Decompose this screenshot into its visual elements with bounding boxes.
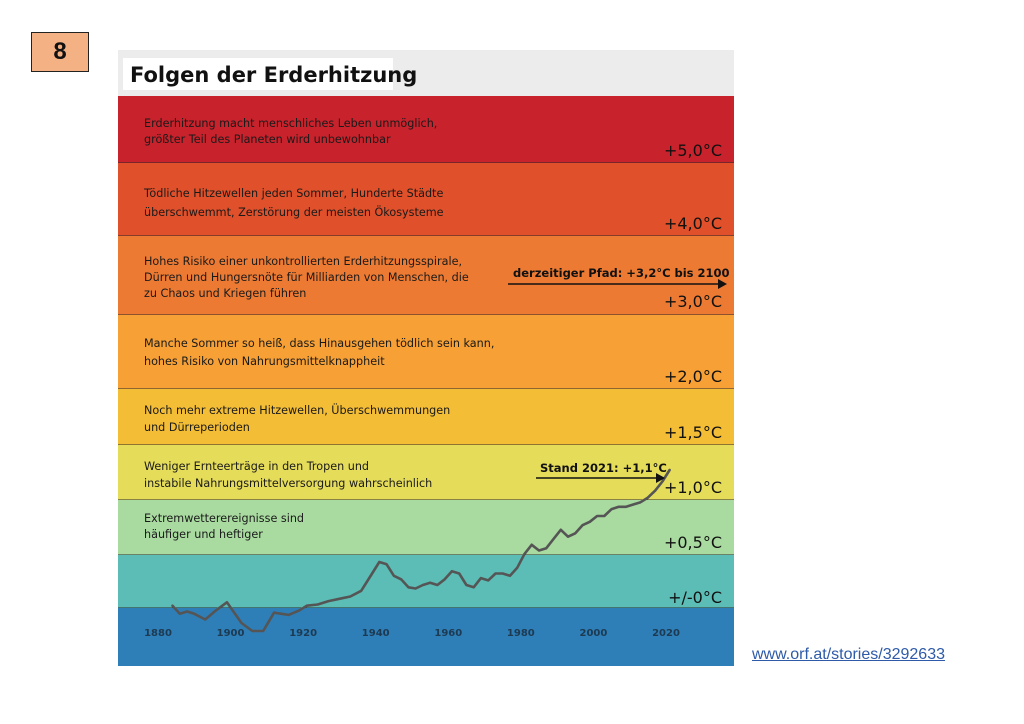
annotation-path-text: derzeitiger Pfad: +3,2°C bis 2100: [513, 266, 730, 280]
band-2-description-line-0: Hohes Risiko einer unkontrollierten Erde…: [144, 255, 462, 268]
band-7: [118, 555, 734, 608]
slide-number: 8: [31, 32, 89, 72]
band-6: [118, 500, 734, 555]
band-7-value-label: +/-0°C: [668, 588, 722, 607]
x-tick-label-0: 1880: [144, 628, 172, 639]
band-1-value-label: +4,0°C: [664, 214, 722, 233]
band-1: [118, 163, 734, 236]
x-axis: 1880 1900 1920 1940 1960 1980 2000 2020: [144, 628, 680, 639]
band-6-value-label: +0,5°C: [664, 533, 722, 552]
band-4-value-label: +1,5°C: [664, 423, 722, 442]
x-tick-label-1: 1900: [217, 628, 245, 639]
annotation-path-arrowhead: [718, 279, 727, 289]
band-4-description-line-1: und Dürreperioden: [144, 421, 250, 434]
title-box: [123, 58, 393, 90]
band-2-description-line-1: Dürren und Hungersnöte für Milliarden vo…: [144, 271, 469, 284]
band-layer: Erderhitzung macht menschliches Leben un…: [118, 96, 734, 609]
band-4-description-line-0: Noch mehr extreme Hitzewellen, Überschwe…: [144, 404, 450, 417]
band-0-value-label: +5,0°C: [664, 141, 722, 160]
band-3-description-line-0: Manche Sommer so heiß, dass Hinausgehen …: [144, 337, 494, 350]
x-tick-label-7: 2020: [652, 628, 680, 639]
band-3: [118, 315, 734, 389]
x-tick-label-5: 1980: [507, 628, 535, 639]
annotation-current-text: Stand 2021: +1,1°C: [540, 461, 667, 475]
band-1-description-line-1: überschwemmt, Zerstörung der meisten Öko…: [144, 206, 444, 219]
band-0-description-line-0: Erderhitzung macht menschliches Leben un…: [144, 117, 437, 130]
band-3-description-line-1: hohes Risiko von Nahrungsmittelknappheit: [144, 355, 385, 368]
x-tick-label-6: 2000: [580, 628, 608, 639]
source-link[interactable]: www.orf.at/stories/3292633: [752, 646, 945, 663]
annotation-path: derzeitiger Pfad: +3,2°C bis 2100: [508, 266, 730, 289]
band-1-description-line-0: Tödliche Hitzewellen jeden Sommer, Hunde…: [143, 187, 443, 200]
band-4: [118, 389, 734, 445]
x-tick-label-3: 1940: [362, 628, 390, 639]
band-2-description-line-2: zu Chaos und Kriegen führen: [144, 287, 306, 300]
bottom-band: [118, 608, 734, 666]
band-5-value-label: +1,0°C: [664, 478, 722, 497]
annotation-current: Stand 2021: +1,1°C: [536, 461, 667, 483]
chart-title: Folgen der Erderhitzung: [130, 63, 417, 87]
band-3-value-label: +2,0°C: [664, 367, 722, 386]
temperature-line: [171, 468, 671, 633]
annotation-current-arrowhead: [656, 473, 665, 483]
band-2-value-label: +3,0°C: [664, 292, 722, 311]
band-0: [118, 96, 734, 163]
x-tick-label-2: 1920: [289, 628, 317, 639]
band-0-description-line-1: größter Teil des Planeten wird unbewohnb…: [144, 133, 391, 146]
band-5: [118, 445, 734, 500]
band-5-description-line-0: Weniger Ernteerträge in den Tropen und: [144, 460, 369, 473]
x-tick-label-4: 1960: [434, 628, 462, 639]
band-6-description-line-1: häufiger und heftiger: [144, 528, 263, 541]
warming-chart: Erderhitzung macht menschliches Leben un…: [118, 50, 734, 666]
band-5-description-line-1: instabile Nahrungsmittelversorgung wahrs…: [144, 477, 432, 490]
band-6-description-line-0: Extremwetterereignisse sind: [144, 512, 304, 525]
band-2: [118, 236, 734, 315]
